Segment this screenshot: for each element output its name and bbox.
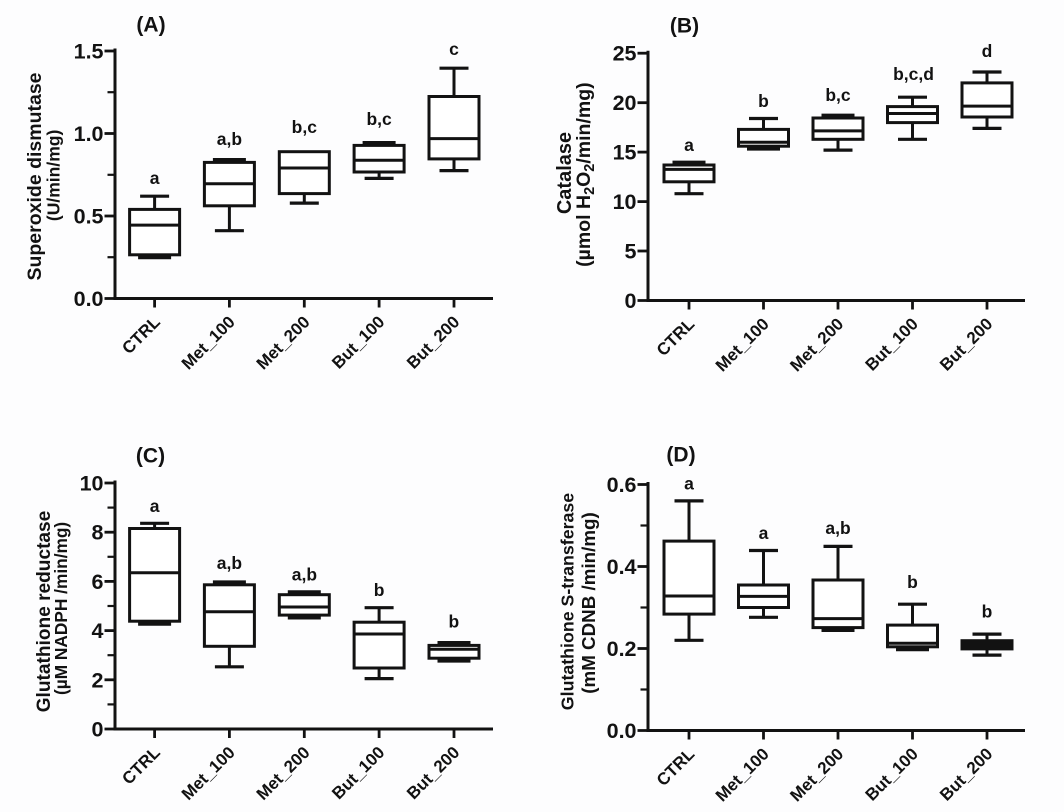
svg-text:b,c,d: b,c,d (893, 64, 934, 84)
svg-text:4: 4 (92, 619, 104, 643)
svg-text:Superoxide dismutase: Superoxide dismutase (24, 72, 46, 280)
svg-text:a: a (759, 523, 769, 543)
svg-text:b,c: b,c (825, 85, 851, 105)
svg-text:d: d (982, 41, 993, 61)
svg-text:a: a (150, 496, 160, 516)
svg-text:5: 5 (625, 240, 637, 264)
svg-text:Glutathione reductase: Glutathione reductase (34, 511, 55, 713)
svg-text:(µmol H2O2/min/mg): (µmol H2O2/min/mg) (573, 82, 598, 266)
svg-text:1.0: 1.0 (74, 122, 104, 146)
svg-text:Glutathione S-transferase: Glutathione S-transferase (558, 493, 578, 710)
svg-text:0.5: 0.5 (74, 205, 104, 229)
svg-text:b,c: b,c (366, 109, 392, 129)
svg-text:Catalase: Catalase (554, 132, 576, 214)
svg-text:(C): (C) (136, 445, 165, 468)
svg-text:0.2: 0.2 (607, 637, 637, 661)
svg-text:b: b (374, 580, 385, 600)
svg-text:(µM NADPH /min/mg): (µM NADPH /min/mg) (51, 522, 71, 695)
svg-text:b: b (758, 91, 769, 111)
svg-text:a: a (684, 474, 694, 494)
svg-text:b,c: b,c (292, 117, 318, 137)
svg-text:2: 2 (92, 668, 104, 692)
svg-text:0.6: 0.6 (607, 473, 637, 497)
svg-text:10: 10 (80, 472, 104, 496)
svg-text:(A): (A) (136, 14, 165, 37)
svg-text:8: 8 (92, 521, 104, 545)
svg-text:0.4: 0.4 (607, 555, 637, 579)
svg-text:(D): (D) (666, 444, 695, 467)
svg-text:b: b (907, 572, 918, 592)
svg-text:15: 15 (613, 141, 637, 165)
svg-text:(B): (B) (670, 15, 699, 38)
svg-text:b: b (448, 612, 459, 632)
svg-text:0.0: 0.0 (607, 719, 637, 743)
svg-text:(mM CDNB /min/mg): (mM CDNB /min/mg) (578, 512, 599, 694)
svg-text:6: 6 (92, 570, 104, 594)
svg-text:0: 0 (92, 718, 104, 742)
svg-text:10: 10 (613, 190, 637, 214)
svg-text:1.5: 1.5 (74, 40, 104, 64)
svg-text:0.0: 0.0 (74, 287, 104, 311)
svg-text:(U/min/mg): (U/min/mg) (44, 130, 64, 221)
svg-text:a,b: a,b (217, 553, 242, 573)
svg-text:a,b: a,b (217, 129, 242, 149)
svg-text:b: b (982, 602, 993, 622)
svg-text:25: 25 (613, 42, 637, 66)
svg-text:0: 0 (625, 289, 637, 313)
svg-text:20: 20 (613, 91, 637, 115)
svg-text:c: c (449, 39, 459, 59)
svg-text:a,b: a,b (825, 518, 850, 538)
svg-text:a: a (150, 168, 160, 188)
svg-text:a: a (684, 135, 694, 155)
svg-text:a,b: a,b (292, 565, 317, 585)
